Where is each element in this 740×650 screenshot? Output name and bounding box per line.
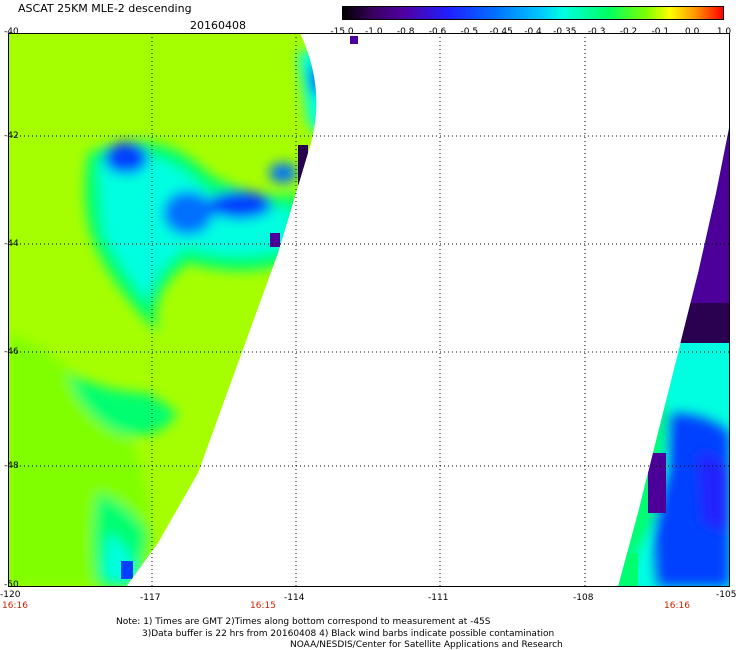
colorbar-tick-label: -15.0 xyxy=(330,27,354,37)
lon-label: -111 xyxy=(428,593,449,603)
time-label: 16:15 xyxy=(250,601,276,611)
map-frame xyxy=(8,33,730,587)
lon-label: -108 xyxy=(573,593,594,603)
colorbar-tick-label: -0.6 xyxy=(428,27,447,37)
graticule xyxy=(8,33,730,587)
lat-label: -50 xyxy=(4,580,19,590)
colorbar-tick-label: -0.8 xyxy=(396,27,415,37)
swath-pixel xyxy=(121,561,133,579)
colorbar-tick-label: 1.0 xyxy=(716,27,732,37)
time-label: 16:16 xyxy=(2,601,28,611)
colorbar-tick-label: -0.45 xyxy=(489,27,513,37)
note-line-2: 3)Data buffer is 22 hrs from 20160408 4)… xyxy=(142,629,555,639)
note-line-3: NOAA/NESDIS/Center for Satellite Applica… xyxy=(290,640,563,650)
note-line-1: Note: 1) Times are GMT 2)Times along bot… xyxy=(116,617,491,627)
lon-label: -120 xyxy=(0,590,21,600)
colorbar-tick-label: -0.5 xyxy=(460,27,479,37)
lat-label: -46 xyxy=(4,347,19,357)
lat-label: -42 xyxy=(4,131,19,141)
lat-label: -40 xyxy=(4,27,19,37)
swath-pixel xyxy=(350,36,358,44)
lon-label: -114 xyxy=(284,593,305,603)
time-label: 16:16 xyxy=(664,601,690,611)
colorbar xyxy=(342,6,724,20)
colorbar-tick-label: -1.0 xyxy=(365,27,383,37)
colorbar-tick-label: -0.3 xyxy=(587,27,606,37)
swath-pixel xyxy=(270,233,280,247)
lat-label: -44 xyxy=(4,239,19,249)
west-swath xyxy=(8,33,317,587)
swath-map xyxy=(8,33,730,587)
lat-label: -48 xyxy=(4,461,19,471)
chart-date: 20160408 xyxy=(190,19,246,32)
colorbar-tick-label: -0.1 xyxy=(651,27,670,37)
colorbar-tick-label: -0.4 xyxy=(524,27,542,37)
lon-label: -105 xyxy=(716,590,737,600)
colorbar-tick-label: -0.35 xyxy=(553,27,577,37)
swath-pixel xyxy=(298,145,308,185)
colorbar-tick-label: -0.2 xyxy=(619,27,638,37)
east-swath xyxy=(618,123,730,587)
chart-title: ASCAT 25KM MLE-2 descending xyxy=(18,2,192,15)
colorbar-tick-label: 0.0 xyxy=(684,27,700,37)
lon-label: -117 xyxy=(140,593,161,603)
